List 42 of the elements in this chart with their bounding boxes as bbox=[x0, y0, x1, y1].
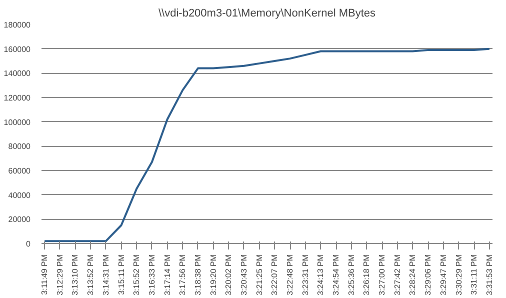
x-tick-label: 3:15:11 PM bbox=[116, 254, 126, 295]
x-tick-label: 3:22:48 PM bbox=[286, 254, 295, 296]
line-series bbox=[44, 48, 490, 242]
x-tick-label: 3:24:13 PM bbox=[316, 254, 326, 296]
x-tick-label: 3:14:31 PM bbox=[101, 254, 110, 296]
y-tick-label: 60000 bbox=[8, 166, 32, 176]
x-tick-label: 3:12:29 PM bbox=[55, 254, 64, 296]
x-tick-label: 3:25:36 PM bbox=[346, 254, 356, 296]
x-tick-label: 3:20:43 PM bbox=[239, 254, 248, 296]
x-tick-label: 3:29:06 PM bbox=[424, 254, 433, 296]
x-tick-label: 3:17:56 PM bbox=[178, 254, 188, 296]
x-tick-label: 3:19:20 PM bbox=[208, 254, 218, 296]
x-tick-label: 3:22:07 PM bbox=[270, 254, 280, 296]
x-tick-label: 3:27:42 PM bbox=[392, 254, 402, 296]
y-tick-label: 20000 bbox=[8, 215, 32, 224]
x-tick-label: 3:18:38 PM bbox=[193, 254, 202, 296]
x-tick-label: 3:24:54 PM bbox=[332, 254, 341, 296]
x-tick-label: 3:30:29 PM bbox=[454, 254, 464, 296]
y-tick-label: 180000 bbox=[4, 20, 32, 30]
y-tick-label: 140000 bbox=[4, 69, 32, 78]
y-tick-label: 100000 bbox=[4, 118, 32, 127]
x-tick-label: 3:31:53 PM bbox=[484, 254, 494, 296]
x-tick-label: 3:20:02 PM bbox=[224, 254, 234, 296]
x-tick-label: 3:28:24 PM bbox=[408, 254, 418, 296]
y-tick-label: 80000 bbox=[8, 142, 32, 152]
x-tick-label: 3:31:11 PM bbox=[470, 254, 479, 295]
x-tick-label: 3:13:10 PM bbox=[70, 254, 80, 296]
x-tick-label: 3:17:14 PM bbox=[162, 254, 172, 296]
x-tick-label: 3:13:52 PM bbox=[86, 254, 96, 296]
x-tick-label: 3:27:00 PM bbox=[378, 254, 387, 296]
y-tick-label: 160000 bbox=[4, 44, 32, 54]
x-tick-label: 3:29:47 PM bbox=[438, 254, 448, 296]
y-tick-label: 40000 bbox=[8, 190, 32, 200]
x-tick-label: 3:16:33 PM bbox=[147, 254, 156, 296]
x-tick-label: 3:23:31 PM bbox=[300, 254, 310, 296]
chart-title: \\vdi-b200m3-01\Memory\NonKernel MBytes bbox=[158, 8, 376, 20]
x-tick-label: 3:21:25 PM bbox=[254, 254, 264, 296]
x-tick-label: 3:26:18 PM bbox=[362, 254, 372, 296]
x-tick-label: 3:15:52 PM bbox=[132, 254, 142, 296]
y-tick-label: 0 bbox=[26, 240, 32, 248]
x-tick-label: 3:11:49 PM bbox=[40, 254, 50, 295]
y-tick-label: 120000 bbox=[4, 94, 32, 102]
